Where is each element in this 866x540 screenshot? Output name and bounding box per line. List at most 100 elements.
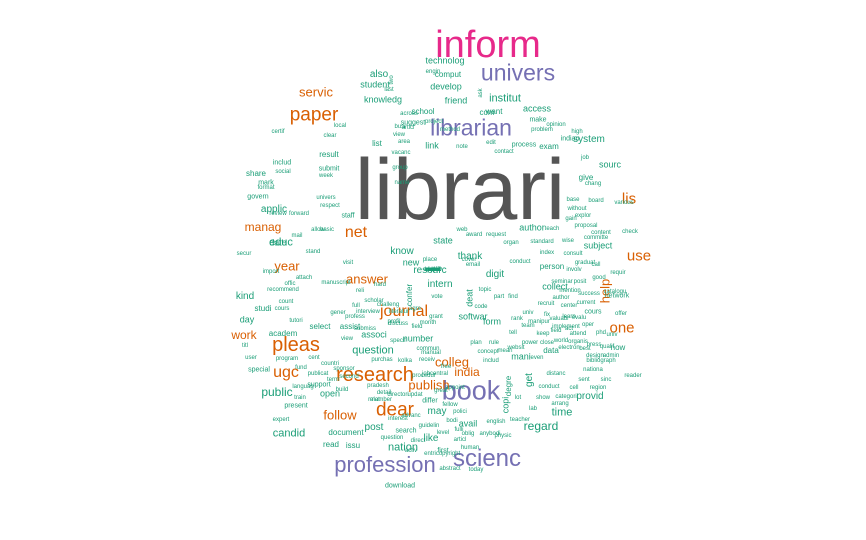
cloud-word: wise (561, 238, 575, 244)
cloud-word: last (384, 87, 394, 93)
cloud-word: vote (431, 294, 443, 300)
cloud-word: date (269, 237, 287, 248)
cloud-word: attend (569, 331, 587, 337)
cloud-word: allow (311, 227, 325, 233)
cloud-word: find (508, 294, 518, 300)
cloud-word: implement (552, 324, 580, 330)
cloud-word: field (550, 328, 562, 334)
cloud-word: concept (477, 349, 499, 355)
cloud-word: current (576, 300, 596, 306)
cloud-word: high (571, 129, 583, 135)
cloud-word: level (436, 430, 450, 436)
cloud-word: give (578, 173, 594, 182)
cloud-word: sent (578, 377, 590, 383)
cloud-word: mean (497, 348, 513, 354)
cloud-word: opinion (546, 122, 566, 128)
cloud-word: subject (583, 240, 613, 251)
cloud-word: articl (401, 125, 415, 131)
cloud-word: categori (555, 394, 577, 400)
cloud-word: friend (444, 95, 468, 106)
cloud-word: may (427, 406, 447, 417)
cloud-word: program (275, 356, 299, 362)
cloud-word: applic (260, 204, 288, 215)
cloud-word: select (309, 322, 331, 331)
cloud-word: cours (425, 267, 441, 273)
cloud-word: answer (346, 271, 388, 287)
cloud-word: articl (453, 437, 467, 443)
cloud-word: know (390, 246, 414, 257)
cloud-word: studi (254, 304, 272, 313)
cloud-word: group (392, 165, 408, 171)
cloud-word: engin (425, 69, 441, 75)
cloud-word: assist (339, 322, 361, 331)
cloud-word: consult (563, 251, 583, 257)
cloud-word: ugc (273, 364, 299, 381)
cloud-word: region (589, 385, 607, 391)
cloud-word: method (439, 127, 461, 133)
cloud-word: resourc (413, 265, 447, 276)
cloud-word: comput (434, 70, 462, 79)
cloud-word: board (588, 198, 604, 204)
cloud-word: ebook (424, 267, 442, 273)
cloud-word: show (535, 395, 551, 401)
cloud-word: excel (425, 267, 441, 273)
cloud-word: univ (606, 332, 618, 338)
cloud-word: support (307, 381, 331, 389)
cloud-word: gain (565, 216, 577, 222)
cloud-word: associ (361, 329, 387, 340)
cloud-word: differ (422, 397, 438, 405)
cloud-word: hard (373, 282, 387, 288)
cloud-word: knowledg (363, 94, 403, 105)
cloud-word: lab (528, 406, 538, 412)
cloud-word: librari (354, 142, 566, 238)
cloud-word: com (479, 108, 495, 117)
cloud-word: link (425, 140, 439, 151)
cloud-word: oper (581, 322, 595, 328)
cloud-word: part (493, 294, 505, 300)
cloud-word: keep (536, 331, 550, 337)
cloud-word: copyright (435, 451, 461, 457)
cloud-word: success (578, 291, 600, 297)
cloud-word: place (422, 257, 438, 263)
cloud-word: net (344, 224, 368, 241)
cloud-word: fund (295, 365, 307, 371)
cloud-word: follow (323, 407, 357, 423)
cloud-word: clear (323, 133, 337, 139)
cloud-word: discuss (387, 321, 409, 327)
cloud-word: pleas (272, 334, 320, 356)
cloud-word: form (483, 316, 501, 327)
cloud-word: code (474, 304, 488, 310)
cloud-word: receiv (418, 357, 436, 363)
cloud-word: committe (583, 235, 609, 241)
cloud-word: tutori (289, 318, 303, 324)
cloud-word: special (248, 366, 270, 374)
cloud-word: arrang (551, 401, 569, 407)
cloud-word: visit (342, 260, 354, 266)
cloud-word: chang (584, 181, 602, 187)
cloud-word: rank (511, 316, 523, 322)
cloud-word: one (609, 319, 635, 337)
cloud-word: post (364, 422, 384, 433)
cloud-word: includ (272, 159, 292, 167)
cloud-word: procedur (412, 373, 436, 379)
cloud-word: staff (341, 212, 355, 220)
cloud-word: download (385, 482, 415, 490)
cloud-word: intern (427, 279, 453, 290)
cloud-word: histori (424, 267, 442, 273)
cloud-word: award (465, 232, 483, 238)
cloud-word: mention (559, 288, 581, 294)
cloud-word: electron (558, 345, 580, 351)
cloud-word: degre (504, 375, 513, 397)
cloud-word: result (319, 150, 339, 159)
cloud-word: titl (242, 343, 248, 349)
cloud-word: research (336, 364, 414, 386)
cloud-word: field (411, 324, 423, 330)
cloud-word: fix (544, 312, 550, 318)
cloud-word: kind (235, 291, 255, 302)
cloud-word: virtual (424, 267, 442, 273)
cloud-word: profess (345, 314, 365, 320)
cloud-word: seminar (551, 279, 573, 285)
cloud-word: present (284, 402, 308, 410)
cloud-word: agre (408, 306, 422, 312)
cloud-word: want (485, 107, 503, 116)
